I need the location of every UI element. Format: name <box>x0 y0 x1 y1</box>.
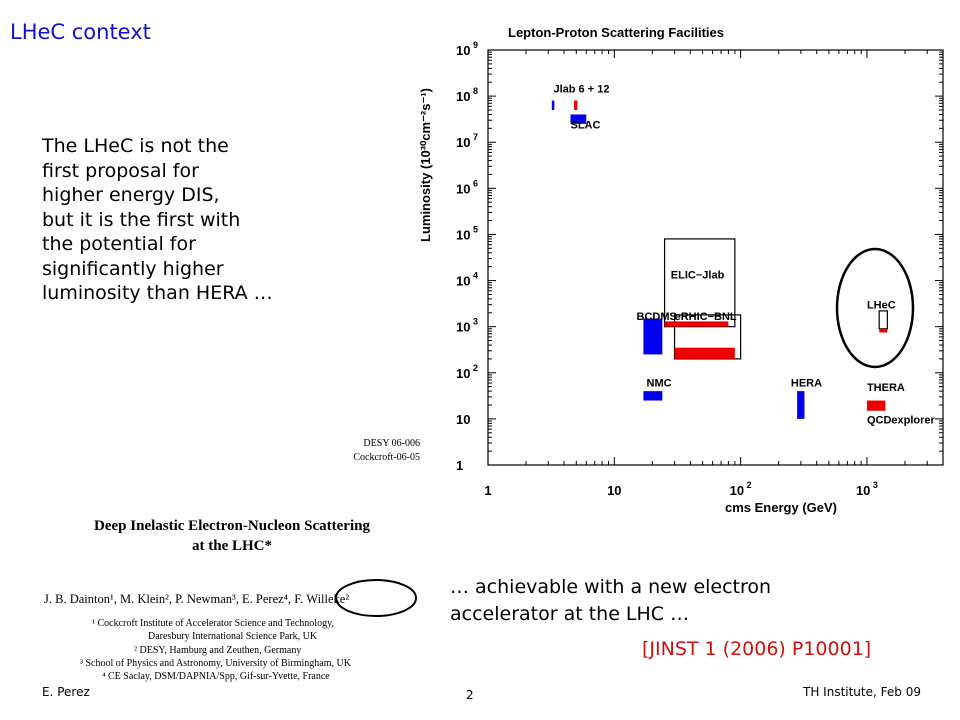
x-tick-label: 10 <box>607 483 621 498</box>
y-tick-label: 10 2 <box>456 363 478 381</box>
facility-label: SLAC <box>571 119 601 131</box>
bottom-text: … achievable with a new electron acceler… <box>450 574 870 628</box>
y-tick-label: 10 4 <box>456 271 478 289</box>
intro-text: The LHeC is not the first proposal for h… <box>42 134 362 306</box>
facility-box <box>797 391 805 419</box>
affiliation: ⁴ CE Saclay, DSM/DAPNIA/Spp, Gif-sur-Yve… <box>102 671 330 682</box>
paper-title: Deep Inelastic Electron-Nucleon Scatteri… <box>36 516 428 556</box>
paper-authors: J. B. Dainton¹, M. Klein², P. Newman³, E… <box>44 592 350 606</box>
facility-label: eRHIC−BNL <box>675 311 737 323</box>
affiliation: ² DESY, Hamburg and Zeuthen, Germany <box>134 645 302 656</box>
y-tick-label: 1 <box>456 458 463 473</box>
footer-page-number: 2 <box>466 688 474 702</box>
facility-label: LHeC <box>867 299 896 311</box>
affiliation: Daresbury International Science Park, UK <box>148 631 318 642</box>
paper-title-line: Deep Inelastic Electron-Nucleon Scatteri… <box>94 518 370 534</box>
slide-title: LHeC context <box>10 20 151 44</box>
y-tick-label: 10 7 <box>456 132 478 150</box>
paper-title-line: at the LHC* <box>192 538 272 554</box>
facility-box <box>673 314 742 360</box>
facility-label: Jlab 6 + 12 <box>553 83 609 95</box>
bottom-line: accelerator at the LHC … <box>450 603 690 625</box>
bottom-line: … achievable with a new electron <box>450 576 772 598</box>
facility-label: NMC <box>647 378 672 390</box>
y-tick-label: 10 6 <box>456 178 478 196</box>
facility-label: ELIC−Jlab <box>671 270 725 282</box>
citation: [JINST 1 (2006) P10001] <box>642 638 872 660</box>
x-axis-label: cms Energy (GeV) <box>725 500 837 515</box>
facility-box <box>574 100 578 110</box>
x-tick-label: 1 <box>484 483 491 498</box>
y-tick-label: 10 5 <box>456 224 478 242</box>
plot-area <box>487 49 944 466</box>
report-number: Cockcroft-06-05 <box>353 452 420 463</box>
affiliation: ³ School of Physics and Astronomy, Unive… <box>80 658 351 669</box>
y-tick-label: 10 3 <box>456 317 478 335</box>
facility-label: BCDMS <box>637 311 677 323</box>
chart: Lepton-Proton Scattering Facilities 1 10 1… <box>418 25 944 515</box>
facility-box <box>879 328 888 333</box>
facility-box <box>643 391 663 401</box>
footer-venue: TH Institute, Feb 09 <box>803 685 921 699</box>
footer-author: E. Perez <box>42 685 90 699</box>
affiliation: ¹ Cockcroft Institute of Accelerator Sci… <box>92 618 334 629</box>
intro-line: luminosity than HERA … <box>42 282 273 304</box>
intro-line: first proposal for <box>42 159 199 182</box>
axis-ticks: 1 10 10 2 10 3 1 10 10 2 10 3 10 4 10 5 10 6 10 7 10… <box>456 40 944 498</box>
facility-box <box>570 114 587 124</box>
author-highlight-ellipse <box>335 579 417 617</box>
facility-label: THERA <box>867 382 905 394</box>
facility-box <box>643 318 663 355</box>
facility-boxes <box>551 100 888 419</box>
y-tick-label: 10 <box>456 412 470 427</box>
facility-box <box>866 400 886 411</box>
intro-line: the potential for <box>42 233 196 255</box>
paper-excerpt: DESY 06-006 Cockcroft-06-05 Deep Inelast… <box>36 438 428 683</box>
y-tick-label: 10 8 <box>456 86 478 104</box>
x-tick-label: 10 3 <box>856 480 878 498</box>
x-tick-label: 10 2 <box>730 480 752 498</box>
facility-label: HERA <box>791 378 822 390</box>
lhec-highlight-ellipse <box>835 247 915 369</box>
y-tick-label: 10 9 <box>456 40 478 58</box>
intro-line: higher energy DIS, <box>42 184 220 206</box>
facility-box <box>664 321 729 327</box>
y-axis-label: Luminosity (10³⁰cm⁻²s⁻¹) <box>418 88 433 242</box>
facility-box <box>551 100 555 110</box>
facility-label: QCDexplorer <box>867 414 936 426</box>
report-number: DESY 06-006 <box>363 438 420 449</box>
intro-line: The LHeC is not the <box>42 135 229 157</box>
intro-line: significantly higher <box>42 257 224 280</box>
chart-title: Lepton-Proton Scattering Facilities <box>508 25 724 40</box>
intro-line: but it is the first with <box>42 208 241 231</box>
facility-box <box>674 347 735 359</box>
